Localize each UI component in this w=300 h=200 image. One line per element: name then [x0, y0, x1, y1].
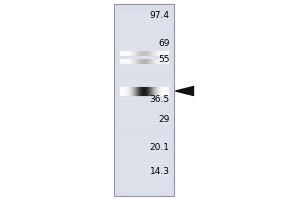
Text: 97.4: 97.4	[149, 11, 170, 21]
Text: 20.1: 20.1	[149, 144, 170, 152]
Polygon shape	[176, 87, 194, 96]
Text: 14.3: 14.3	[149, 168, 170, 176]
Text: 55: 55	[158, 55, 169, 64]
Text: 29: 29	[158, 116, 169, 124]
Bar	[114, 4, 174, 196]
Text: 36.5: 36.5	[149, 96, 170, 104]
Text: 69: 69	[158, 40, 169, 48]
Bar	[114, 4, 174, 196]
